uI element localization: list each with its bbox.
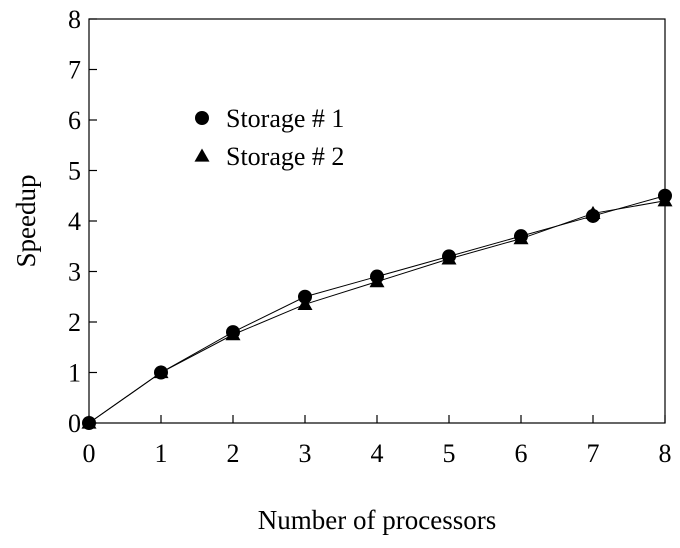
y-tick-label: 4 [68, 207, 81, 236]
x-tick-label: 0 [83, 439, 96, 468]
series-2-point [441, 251, 457, 265]
series-1-point [298, 289, 312, 304]
y-axis-title: Speedup [11, 175, 41, 268]
y-tick-label: 7 [68, 56, 81, 85]
series-line-1 [88, 195, 666, 424]
series-2-point [153, 365, 169, 379]
x-tick-label: 3 [299, 439, 312, 468]
legend: Storage # 1 Storage # 2 [194, 104, 344, 171]
x-tick-label: 1 [155, 439, 168, 468]
legend-marker-triangle [194, 148, 210, 162]
series-2-point [585, 205, 601, 220]
y-tick-label: 5 [68, 157, 81, 186]
legend-label: Storage # 2 [226, 142, 344, 171]
y-tick-label: 1 [68, 359, 81, 388]
series-2-point [369, 274, 385, 288]
ticks [88, 18, 666, 424]
x-tick-label: 4 [371, 439, 384, 468]
x-tick-label: 7 [587, 439, 600, 468]
series-line-2 [88, 200, 666, 424]
tick-labels: 0 1 2 3 4 5 6 7 8 0 1 2 3 4 5 6 7 8 [68, 5, 672, 468]
x-tick-label: 8 [659, 439, 672, 468]
series-2-point [297, 296, 313, 310]
x-tick-label: 5 [443, 439, 456, 468]
y-tick-label: 8 [68, 5, 81, 34]
x-tick-label: 2 [227, 439, 240, 468]
y-tick-label: 0 [68, 409, 81, 438]
x-axis-title: Number of processors [258, 505, 496, 535]
series-lines [88, 195, 666, 424]
legend-marker-circle [195, 111, 209, 125]
y-tick-label: 2 [68, 308, 81, 337]
axes [88, 18, 666, 424]
series-2-point [81, 415, 97, 429]
series-2-point [513, 231, 529, 245]
x-tick-label: 6 [515, 439, 528, 468]
plot-frame [88, 18, 666, 424]
legend-label: Storage # 1 [226, 104, 344, 133]
y-tick-label: 6 [68, 106, 81, 135]
markers [81, 188, 673, 430]
series-2-point [225, 327, 241, 341]
y-tick-label: 3 [68, 258, 81, 287]
series-2-point [657, 193, 673, 207]
